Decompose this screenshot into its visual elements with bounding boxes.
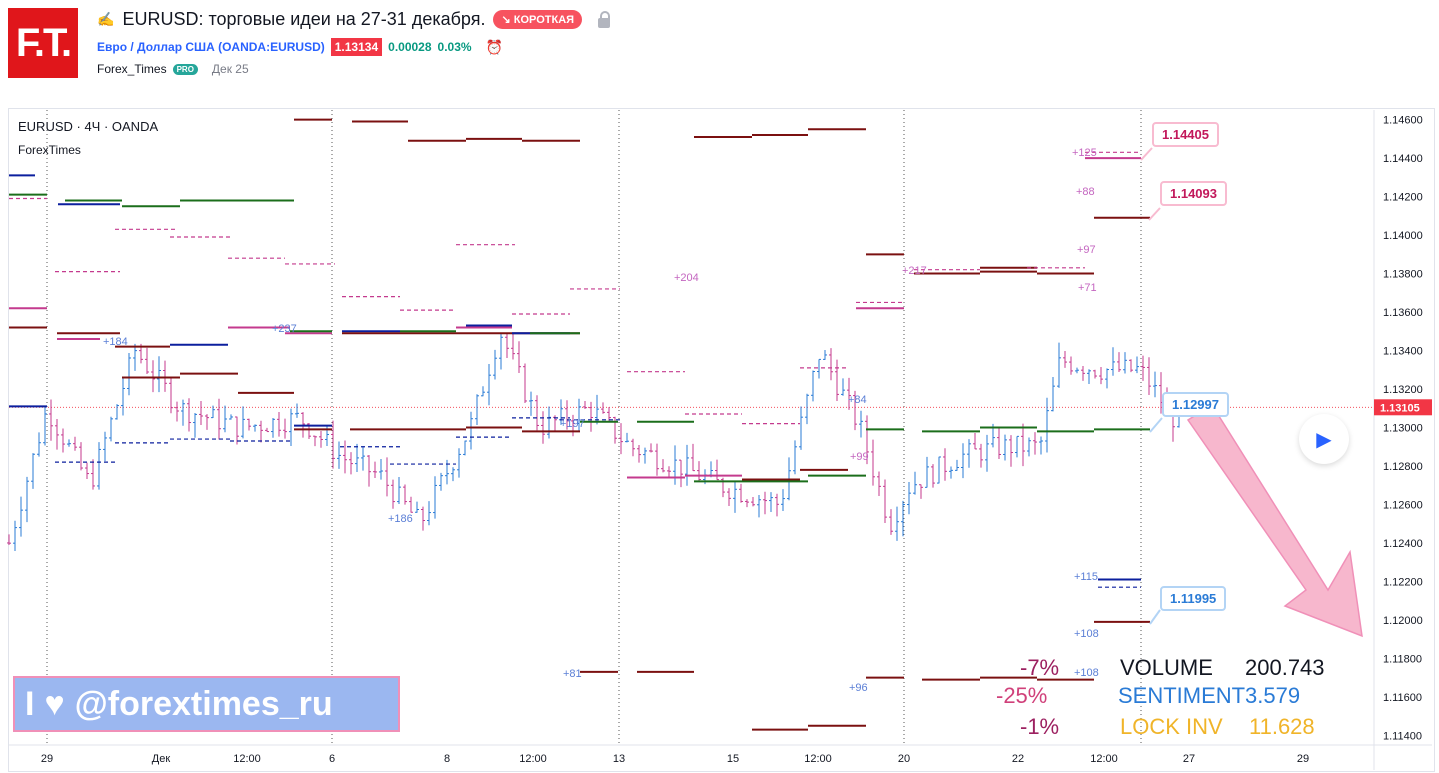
- level-label: +108: [1074, 667, 1099, 679]
- callout-pointer: [1149, 609, 1161, 625]
- idea-title-row: ✍ EURUSD: торговые идеи на 27-31 декабря…: [97, 9, 611, 30]
- stat-lockinv-label: LOCK INV: [1120, 714, 1223, 739]
- symbol-link[interactable]: Евро / Доллар США (OANDA:EURUSD): [97, 40, 325, 54]
- x-tick-label: Дек: [152, 753, 171, 765]
- x-tick-label: 27: [1183, 753, 1195, 765]
- y-tick-label: 1.11600: [1383, 692, 1422, 704]
- callout-level-1: 1.14405: [1152, 122, 1219, 147]
- alarm-icon[interactable]: ⏰: [485, 38, 503, 55]
- callout-pointer: [1148, 207, 1161, 221]
- level-label: +71: [1078, 282, 1097, 294]
- short-badge: ↘ КОРОТКАЯ: [493, 10, 583, 29]
- y-tick-label: 1.12200: [1383, 576, 1423, 588]
- y-tick-label: 1.14200: [1383, 192, 1423, 204]
- percent-2: -25%: [996, 683, 1048, 708]
- banner-handle: @forextimes_ru: [74, 684, 333, 723]
- y-tick-label: 1.14000: [1383, 230, 1423, 242]
- callout-pointer: [1149, 417, 1163, 433]
- play-button[interactable]: ▶: [1299, 414, 1349, 464]
- stat-sentiment-value: 3.579: [1245, 683, 1301, 708]
- forextimes-logo: F.T.: [8, 8, 78, 78]
- y-tick-label: 1.12800: [1383, 461, 1423, 473]
- y-tick-label: 1.11800: [1383, 653, 1422, 665]
- price-badge: 1.13134: [330, 38, 383, 56]
- change-value: 0.00028: [388, 40, 432, 54]
- y-tick-label: 1.14400: [1383, 153, 1423, 165]
- idea-title: EURUSD: торговые идеи на 27-31 декабря.: [122, 9, 486, 29]
- level-label: +115: [1074, 571, 1098, 583]
- level-label: +99: [850, 451, 869, 463]
- level-label: +237: [272, 323, 297, 335]
- current-price-text: 1.13105: [1380, 402, 1420, 414]
- level-label: +84: [848, 394, 867, 406]
- y-tick-label: 1.12400: [1383, 538, 1423, 550]
- stat-volume-label: VOLUME: [1120, 655, 1213, 680]
- level-label: +197: [560, 418, 585, 430]
- y-tick-label: 1.12000: [1383, 615, 1423, 627]
- stat-volume-value: 200.743: [1245, 655, 1325, 680]
- chart-legend-indicator: ForexTimes: [18, 143, 81, 157]
- level-label: +88: [1076, 186, 1095, 198]
- x-tick-label: 12:00: [519, 753, 547, 765]
- y-tick-label: 1.12600: [1383, 499, 1423, 511]
- level-label: +184: [103, 336, 128, 348]
- x-tick-label: 29: [1297, 753, 1309, 765]
- chart-legend-title: EURUSD · 4Ч · OANDA: [18, 119, 159, 134]
- current-price-tag: [1374, 399, 1432, 416]
- heart-icon: ♥: [44, 684, 65, 723]
- callout-level-3: 1.12997: [1162, 392, 1229, 417]
- y-tick-label: 1.13800: [1383, 269, 1423, 281]
- pencil-icon: ✍: [97, 11, 115, 27]
- x-tick-label: 22: [1012, 753, 1024, 765]
- level-label: +108: [1074, 628, 1099, 640]
- publish-date: Дек 25: [211, 62, 249, 76]
- x-tick-label: 8: [444, 753, 450, 765]
- x-tick-label: 13: [613, 753, 625, 765]
- x-tick-label: 6: [329, 753, 335, 765]
- banner-left-text: I: [25, 684, 35, 723]
- x-tick-label: 15: [727, 753, 739, 765]
- y-tick-label: 1.14600: [1383, 115, 1423, 127]
- symbol-row: Евро / Доллар США (OANDA:EURUSD) 1.13134…: [97, 38, 503, 56]
- lock-icon: [598, 10, 611, 28]
- y-tick-label: 1.13000: [1383, 423, 1423, 435]
- play-icon: ▶: [1316, 428, 1332, 451]
- pro-badge: PRO: [172, 63, 198, 75]
- forecast-arrow: [1186, 403, 1363, 638]
- chart-frame[interactable]: [8, 108, 1435, 772]
- callout-level-4: 1.11995: [1160, 586, 1227, 611]
- author-row: Forex_Times PRO Дек 25: [97, 62, 249, 76]
- callout-level-2: 1.14093: [1160, 181, 1227, 206]
- channel-banner: I ♥ @forextimes_ru: [13, 676, 400, 732]
- y-tick-label: 1.13600: [1383, 307, 1423, 319]
- callout-pointer: [1140, 147, 1153, 161]
- level-label: +81: [563, 668, 582, 680]
- y-tick-label: 1.13200: [1383, 384, 1423, 396]
- level-label: +204: [674, 272, 699, 284]
- x-tick-label: 29: [41, 753, 53, 765]
- level-label: +97: [1077, 244, 1096, 256]
- percent-3: -1%: [1020, 714, 1060, 739]
- change-percent: 0.03%: [437, 40, 472, 54]
- x-tick-label: 20: [898, 753, 910, 765]
- y-tick-label: 1.11400: [1383, 730, 1422, 742]
- stat-sentiment-label: SENTIMENT: [1118, 683, 1246, 708]
- y-tick-label: 1.13400: [1383, 346, 1423, 358]
- percent-1: -7%: [1020, 655, 1060, 680]
- x-tick-label: 12:00: [233, 753, 261, 765]
- level-label: +186: [388, 513, 413, 525]
- stat-lockinv-value: 11.628: [1249, 714, 1315, 739]
- x-tick-label: 12:00: [1090, 753, 1118, 765]
- level-label: +217: [902, 265, 927, 277]
- level-label: +96: [849, 682, 868, 694]
- level-label: +125: [1072, 147, 1097, 159]
- author-name[interactable]: Forex_Times: [97, 62, 167, 76]
- x-tick-label: 12:00: [804, 753, 832, 765]
